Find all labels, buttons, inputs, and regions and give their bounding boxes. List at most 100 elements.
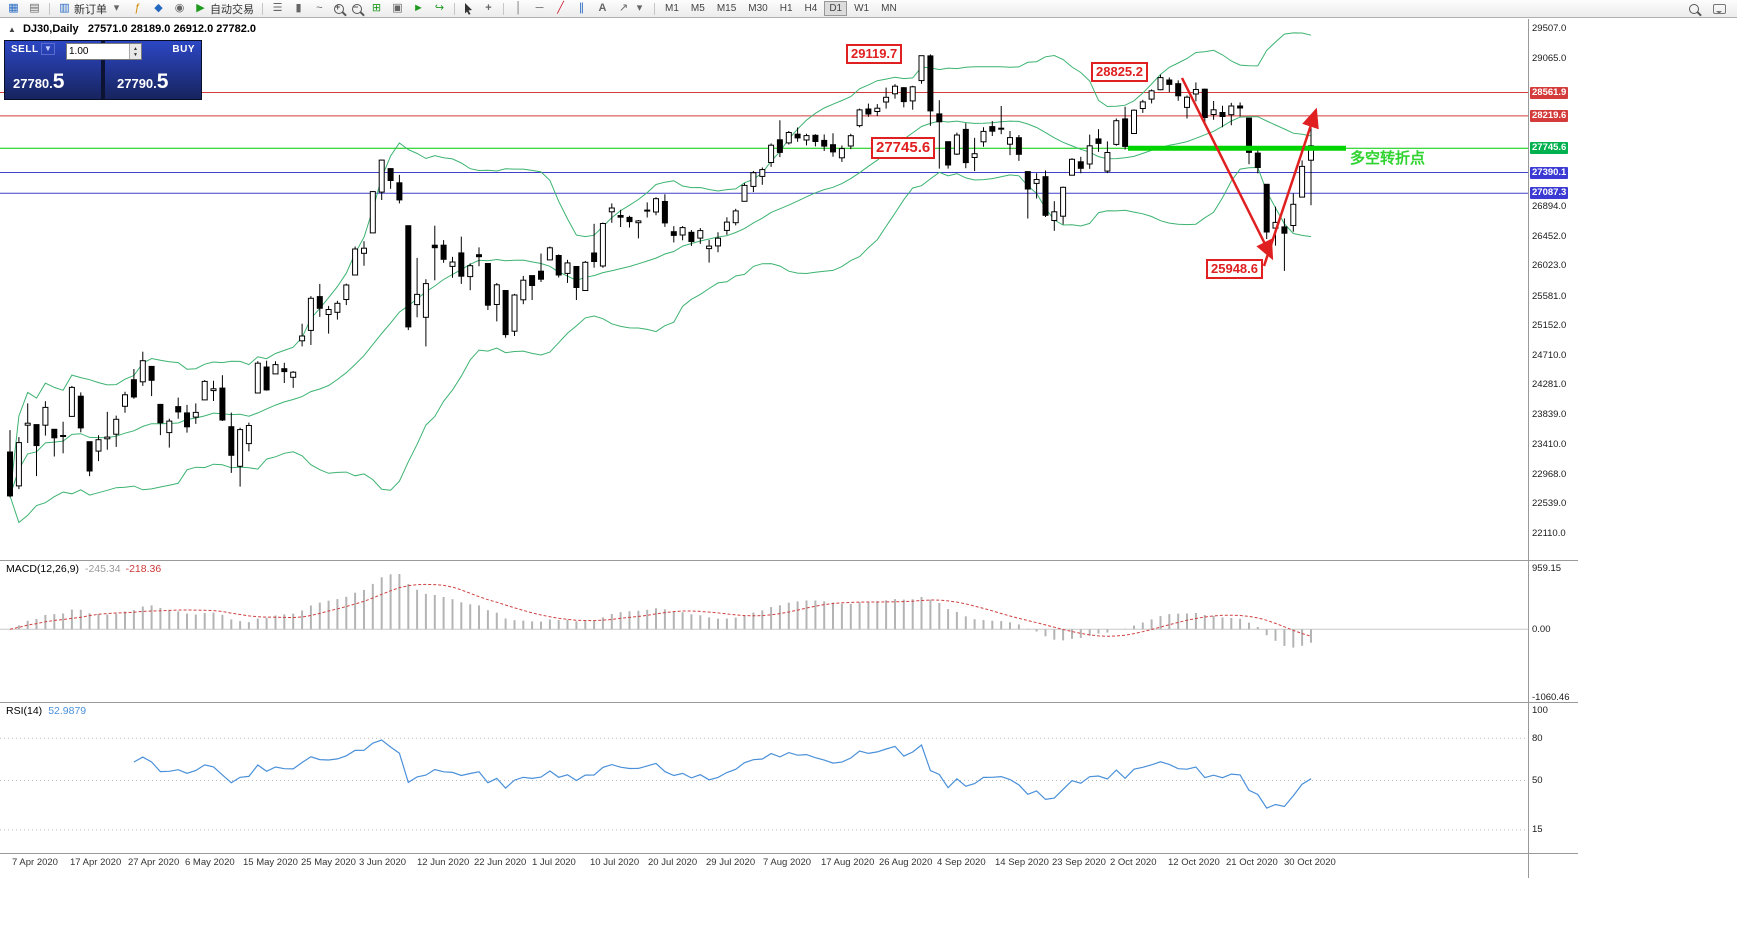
zoom-out-button[interactable]: − <box>349 1 365 16</box>
date-axis-label: 4 Sep 2020 <box>937 857 986 868</box>
rsi-panel-separator[interactable] <box>0 702 1578 703</box>
auto-trading-button[interactable]: ▶ 自动交易 <box>191 1 257 16</box>
vertical-line-tool-button[interactable]: │ <box>509 1 528 16</box>
cursor-tool-button[interactable] <box>460 1 477 16</box>
date-axis-label: 25 May 2020 <box>301 857 356 868</box>
volume-field: ▲▼ <box>66 43 142 60</box>
buy-label: BUY <box>172 44 195 55</box>
arrows-tool-button[interactable]: ↗ ▾ <box>614 1 649 16</box>
date-axis-label: 27 Apr 2020 <box>128 857 180 868</box>
price-axis-label: 25581.0 <box>1532 291 1567 302</box>
price-axis-label: 29065.0 <box>1532 53 1567 64</box>
horizontal-line-tool-button[interactable]: ─ <box>530 1 549 16</box>
zoom-in-button[interactable]: + <box>331 1 347 16</box>
timeframe-button-h1[interactable]: H1 <box>779 3 793 14</box>
rsi-axis-label: 15 <box>1532 824 1543 835</box>
profiles-button[interactable]: ▤ <box>25 1 44 16</box>
timeframe-button-h4[interactable]: H4 <box>804 3 818 14</box>
price-annotation[interactable]: 28825.2 <box>1091 62 1148 82</box>
price-axis[interactable]: 29507.0 29065.0 26894.0 26452.0 26023.0 25581… <box>1529 0 1585 943</box>
vertical-line-icon: │ <box>515 2 522 14</box>
sell-label: SELL <box>11 44 39 55</box>
cursor-icon <box>465 3 472 15</box>
price-axis-label: 23410.0 <box>1532 439 1567 450</box>
chart-window-icon: ▦ <box>8 2 19 14</box>
price-annotation[interactable]: 25948.6 <box>1206 259 1263 279</box>
timeframe-button-m15[interactable]: M15 <box>716 3 737 14</box>
turning-point-annotation[interactable]: 多空转折点 <box>1350 150 1426 167</box>
date-axis-label: 26 Aug 2020 <box>879 857 933 868</box>
search-icon <box>1689 3 1699 14</box>
auto-scroll-icon: ► <box>413 2 424 14</box>
zoom-in-icon: + <box>334 2 344 14</box>
horizontal-line-icon: ─ <box>535 2 544 14</box>
date-axis-label: 1 Jul 2020 <box>532 857 576 868</box>
order-form-icon: ▥ <box>59 2 70 14</box>
rsi-axis-label: 100 <box>1532 705 1548 716</box>
timeframe-button-m30[interactable]: M30 <box>748 3 768 14</box>
date-axis-label: 17 Aug 2020 <box>821 857 875 868</box>
date-axis-label: 7 Apr 2020 <box>12 857 58 868</box>
date-axis-label: 30 Oct 2020 <box>1284 857 1336 868</box>
tile-windows-icon: ⊞ <box>371 2 382 14</box>
channel-tool-button[interactable]: ∥ <box>572 1 591 16</box>
new-chart-window-button[interactable]: ▦ <box>4 1 23 16</box>
alerts-button[interactable]: ◉ <box>170 1 189 16</box>
chart-shift-button[interactable]: ↪ <box>430 1 449 16</box>
arrange-windows-button[interactable]: ▣ <box>388 1 407 16</box>
date-axis-label: 15 May 2020 <box>243 857 298 868</box>
date-axis-label: 2 Oct 2020 <box>1110 857 1157 868</box>
indicators-button[interactable]: ƒ <box>128 1 147 16</box>
date-axis-label: 3 Jun 2020 <box>359 857 407 868</box>
price-axis-label: 24710.0 <box>1532 350 1567 361</box>
history-center-button[interactable]: ◆ <box>149 1 168 16</box>
profiles-icon: ▤ <box>29 2 40 14</box>
crosshair-tool-button[interactable]: + <box>479 1 498 16</box>
timeframe-button-w1[interactable]: W1 <box>854 3 870 14</box>
chat-icon <box>1713 3 1726 14</box>
line-chart-mode-button[interactable]: ~ <box>310 1 329 16</box>
price-annotation[interactable]: 29119.7 <box>846 44 903 64</box>
text-tool-button[interactable]: A <box>593 1 612 16</box>
timeframe-button-m1[interactable]: M1 <box>665 3 679 14</box>
volume-input[interactable] <box>67 44 129 59</box>
volume-stepper[interactable]: ▲ ▼ <box>129 44 141 59</box>
arrange-windows-icon: ▣ <box>392 2 403 14</box>
sell-options-caret-icon[interactable]: ▼ <box>41 43 55 55</box>
candle-chart-mode-button[interactable]: ▮ <box>289 1 308 16</box>
auto-trading-label: 自动交易 <box>210 3 254 16</box>
chevron-down-icon: ▾ <box>113 2 120 14</box>
timeframe-button-mn[interactable]: MN <box>881 3 897 14</box>
chat-button[interactable] <box>1710 1 1729 16</box>
one-click-trading-panel: SELL ▼ 27780.5 BUY 27790.5 ▲▼ <box>4 40 202 100</box>
price-axis-label: 24281.0 <box>1532 379 1567 390</box>
date-axis-label: 14 Sep 2020 <box>995 857 1049 868</box>
date-axis-separator <box>0 853 1578 854</box>
tile-windows-button[interactable]: ⊞ <box>367 1 386 16</box>
trendline-tool-button[interactable]: ╱ <box>551 1 570 16</box>
play-icon: ▶ <box>196 2 205 14</box>
new-order-button[interactable]: ▥ 新订单 ▾ <box>55 1 126 16</box>
price-annotation[interactable]: 27745.6 <box>871 137 936 159</box>
symbol-period-label: DJ30,Daily <box>22 23 79 35</box>
indicators-icon: ƒ <box>134 2 141 14</box>
channel-icon: ∥ <box>578 2 585 14</box>
search-button[interactable] <box>1686 1 1702 16</box>
price-axis-label: 25152.0 <box>1532 320 1567 331</box>
timeframe-button-d1[interactable]: D1 <box>824 1 848 16</box>
macd-axis-label: 959.15 <box>1532 563 1562 574</box>
chart-info-line: ▲ DJ30,Daily 27571.0 28189.0 26912.0 277… <box>8 23 256 35</box>
toolbar-separator <box>454 2 455 15</box>
rsi-axis-label: 50 <box>1532 775 1543 786</box>
one-click-panel-toggle[interactable]: ▲ <box>8 25 16 34</box>
toolbar-separator <box>503 2 504 15</box>
timeframe-button-m5[interactable]: M5 <box>690 3 705 14</box>
price-axis-border <box>1528 19 1529 878</box>
date-axis-label: 6 May 2020 <box>185 857 235 868</box>
macd-panel-separator[interactable] <box>0 560 1578 561</box>
price-axis-label: 22110.0 <box>1532 528 1566 539</box>
bar-chart-mode-button[interactable]: ☰ <box>268 1 287 16</box>
price-axis-label: 26894.0 <box>1532 201 1567 212</box>
auto-scroll-button[interactable]: ► <box>409 1 428 16</box>
